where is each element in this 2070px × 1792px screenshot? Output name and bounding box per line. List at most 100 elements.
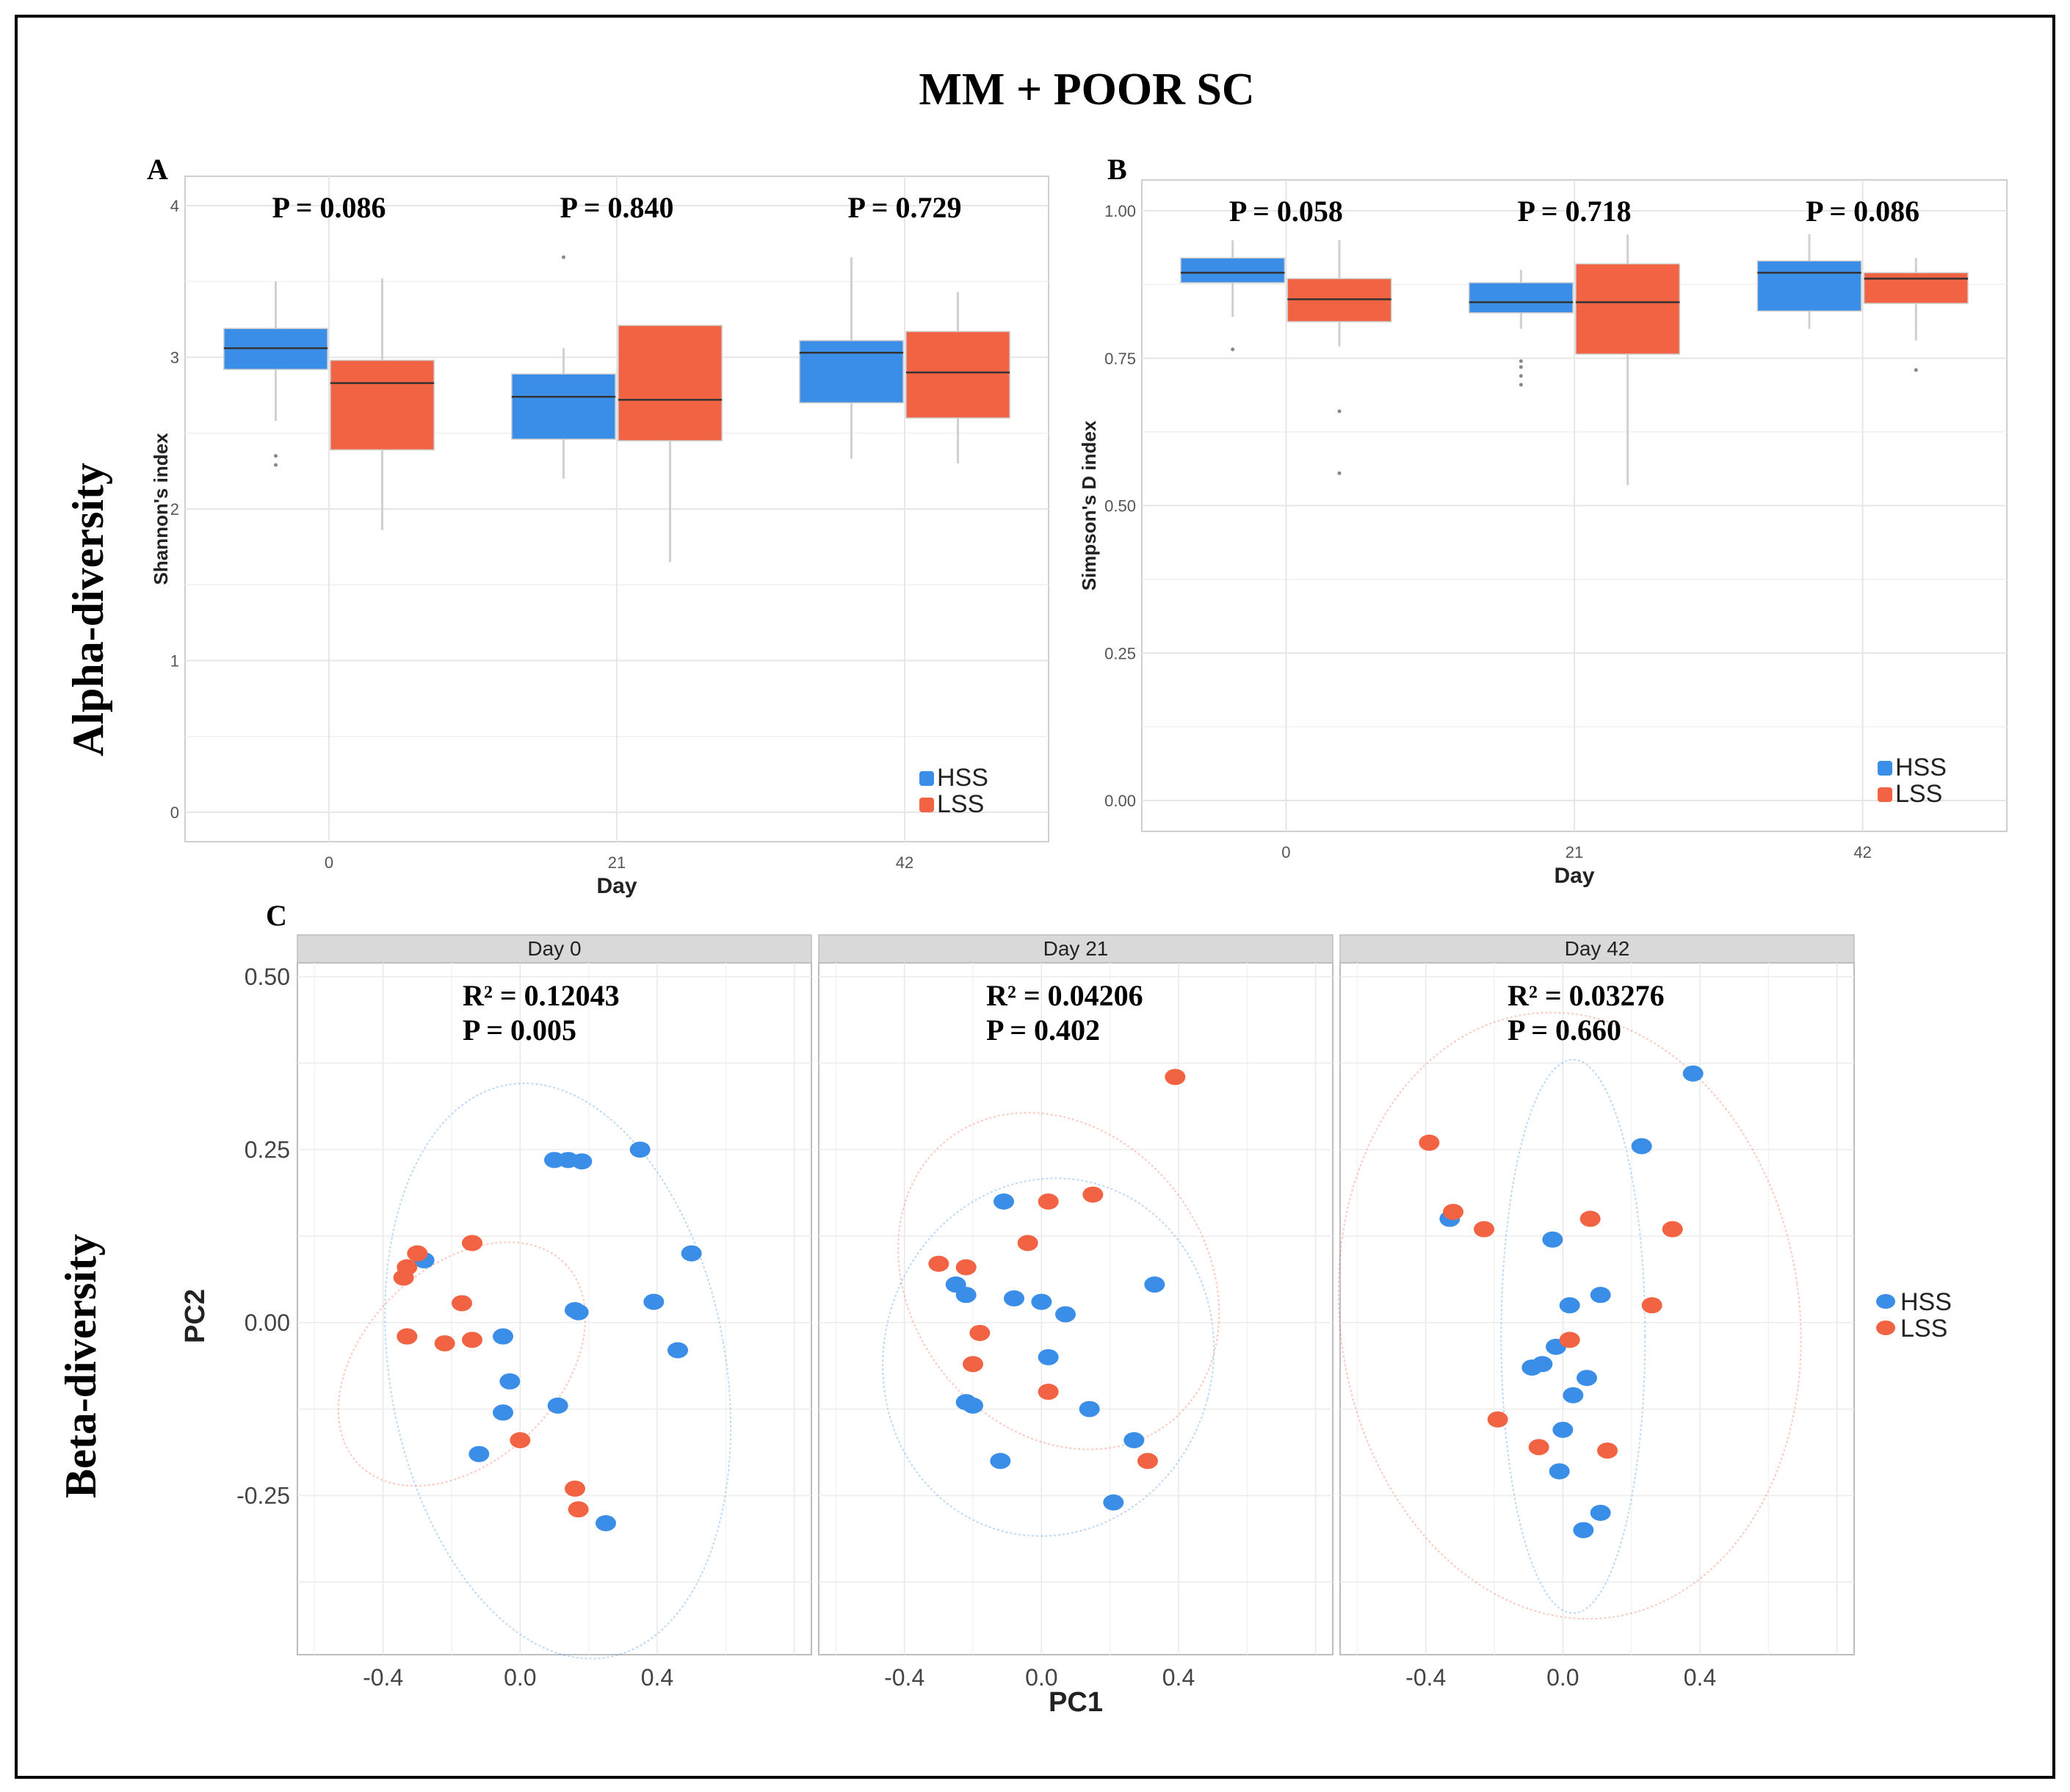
y-tick-label: 1	[170, 652, 179, 671]
facet-strip-label: Day 0	[527, 937, 581, 960]
row-label-alpha: Alpha-diversity	[64, 463, 112, 756]
point-hss	[1038, 1348, 1059, 1365]
x-tick-label: 0.4	[1684, 1664, 1716, 1691]
point-lss	[1165, 1069, 1186, 1085]
y-tick-label: 3	[170, 349, 179, 367]
point-hss	[1079, 1401, 1100, 1417]
point-hss	[493, 1404, 513, 1421]
y-axis-title: Shannon's index	[150, 433, 172, 585]
point-lss	[963, 1356, 983, 1373]
point-lss	[1017, 1235, 1038, 1251]
facet-plot-area	[1339, 962, 1855, 1655]
point-lss	[1082, 1186, 1104, 1203]
x-tick-label: 0	[325, 853, 333, 872]
point-hss	[1590, 1504, 1611, 1521]
panel-b-letter: B	[1107, 153, 1127, 186]
point-lss	[407, 1245, 428, 1262]
legend-label: HSS	[1900, 1288, 1952, 1316]
ellipse-lss	[897, 1112, 1220, 1450]
outlier-point	[1337, 409, 1342, 413]
point-hss	[1631, 1138, 1652, 1155]
point-lss	[928, 1255, 949, 1272]
x-tick-label: 0.0	[1546, 1664, 1579, 1691]
stat-label: R² = 0.12043	[463, 979, 620, 1012]
x-tick-label: -0.4	[363, 1664, 403, 1691]
point-hss	[565, 1301, 585, 1318]
legend-key-hss	[1878, 761, 1892, 776]
point-lss	[1474, 1221, 1494, 1238]
point-hss	[963, 1397, 983, 1414]
point-lss	[393, 1269, 414, 1286]
facet-plot-area	[297, 962, 812, 1655]
box-hss	[1756, 260, 1862, 312]
y-axis-title: PC2	[180, 1289, 211, 1343]
x-axis-title: Day	[1554, 864, 1594, 888]
ellipse-hss	[882, 1177, 1215, 1537]
x-tick-label: 0	[1281, 843, 1290, 861]
facet-strip	[297, 934, 812, 964]
facet-plot-area	[818, 962, 1333, 1655]
point-hss	[667, 1342, 688, 1359]
point-lss	[1579, 1210, 1601, 1227]
point-lss	[568, 1501, 589, 1518]
outlier-point	[273, 463, 278, 467]
panel-a-boxplot: 0 1 2 3 4 0 P = 0.086 21 P = 0.840 42 P = 0.729 Day…	[150, 176, 1049, 898]
point-hss	[1103, 1494, 1124, 1511]
legend-key-lss	[1876, 1320, 1895, 1335]
point-hss	[1542, 1231, 1563, 1248]
point-hss	[1559, 1297, 1580, 1314]
legend-key-hss	[1876, 1294, 1895, 1309]
p-value-label: P = 0.729	[847, 191, 961, 224]
point-hss	[468, 1445, 490, 1462]
point-lss	[1662, 1221, 1683, 1238]
p-value-label: P = 0.086	[272, 191, 386, 224]
x-axis-title: Day	[596, 874, 637, 898]
x-tick-label: 21	[608, 853, 626, 872]
x-tick-label: 0.4	[641, 1664, 673, 1691]
point-lss	[1443, 1204, 1463, 1221]
y-tick-label: 4	[170, 197, 179, 215]
point-lss	[1038, 1193, 1059, 1210]
point-hss	[493, 1328, 513, 1345]
point-hss	[1590, 1287, 1611, 1304]
y-tick-label: 0.50	[1104, 497, 1136, 516]
outlier-point	[1231, 347, 1235, 352]
point-lss	[565, 1480, 585, 1497]
point-lss	[1528, 1439, 1549, 1456]
legend-label: LSS	[937, 790, 984, 818]
y-tick-label: 0.50	[245, 964, 290, 990]
x-tick-label: -0.4	[1405, 1664, 1446, 1691]
y-tick-label: 0.25	[1104, 644, 1136, 662]
point-lss	[434, 1335, 455, 1352]
point-hss	[547, 1397, 568, 1414]
stat-label: P = 0.005	[463, 1014, 576, 1047]
point-lss	[1419, 1134, 1440, 1151]
outlier-point	[1519, 359, 1523, 364]
point-lss	[462, 1332, 482, 1348]
box-hss	[799, 340, 904, 404]
point-hss	[994, 1193, 1014, 1210]
point-lss	[955, 1259, 977, 1276]
outlier-point	[561, 255, 565, 259]
y-tick-label: 0.75	[1104, 350, 1136, 368]
point-hss	[1144, 1276, 1165, 1293]
point-hss	[629, 1141, 651, 1158]
point-lss	[969, 1324, 991, 1341]
point-hss	[1563, 1387, 1584, 1403]
point-lss	[1597, 1442, 1618, 1459]
point-hss	[1682, 1065, 1704, 1082]
point-lss	[1487, 1411, 1508, 1428]
ellipse-hss	[1500, 1058, 1646, 1614]
point-hss	[571, 1153, 593, 1170]
figure-title: MM + POOR SC	[919, 65, 1254, 115]
legend-key-lss	[1878, 787, 1892, 802]
box-lss	[1863, 272, 1969, 304]
stat-label: R² = 0.03276	[1508, 979, 1665, 1012]
legend-key-hss	[919, 771, 934, 786]
point-hss	[1577, 1370, 1597, 1387]
box-hss	[511, 373, 616, 440]
outlier-point	[1519, 365, 1523, 369]
